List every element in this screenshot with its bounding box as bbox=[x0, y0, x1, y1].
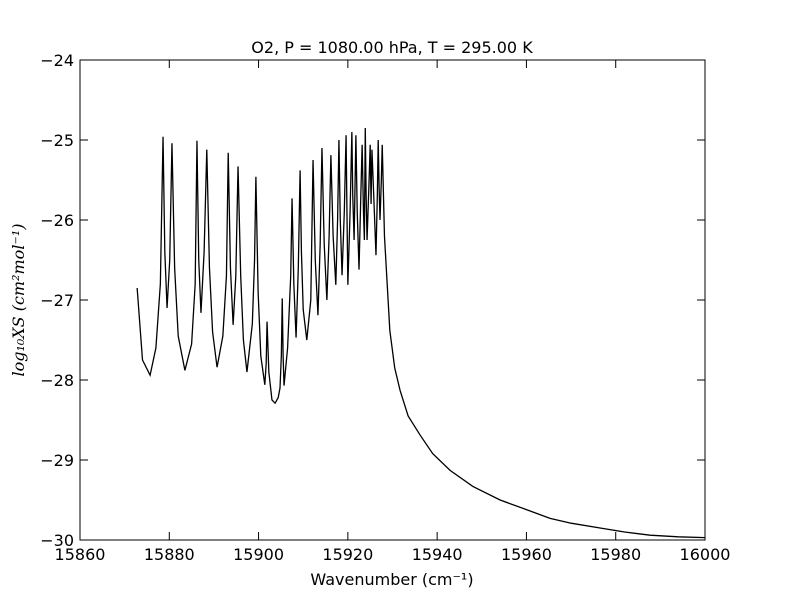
line-series bbox=[136, 127, 706, 539]
x-tick-label: 15980 bbox=[590, 545, 641, 564]
x-tick-label: 15880 bbox=[144, 545, 195, 564]
y-tick-label: −24 bbox=[40, 51, 74, 70]
y-tick-label: −30 bbox=[40, 531, 74, 550]
x-tick-label: 15920 bbox=[322, 545, 373, 564]
x-tick-label: 16000 bbox=[680, 545, 731, 564]
y-tick-label: −27 bbox=[40, 291, 74, 310]
x-tick-label: 15940 bbox=[412, 545, 463, 564]
y-tick-label: −29 bbox=[40, 451, 74, 470]
y-tick-label: −28 bbox=[40, 371, 74, 390]
y-tick-label: −25 bbox=[40, 131, 74, 150]
x-tick-label: 15960 bbox=[501, 545, 552, 564]
x-tick-label: 15900 bbox=[233, 545, 284, 564]
y-tick-label: −26 bbox=[40, 211, 74, 230]
x-tick-label: 15860 bbox=[55, 545, 106, 564]
x-axis-label: Wavenumber (cm⁻¹) bbox=[310, 570, 473, 589]
chart-title: O2, P = 1080.00 hPa, T = 295.00 K bbox=[251, 38, 533, 57]
y-axis-label: log₁₀XS (cm²mol⁻¹) bbox=[9, 223, 28, 376]
